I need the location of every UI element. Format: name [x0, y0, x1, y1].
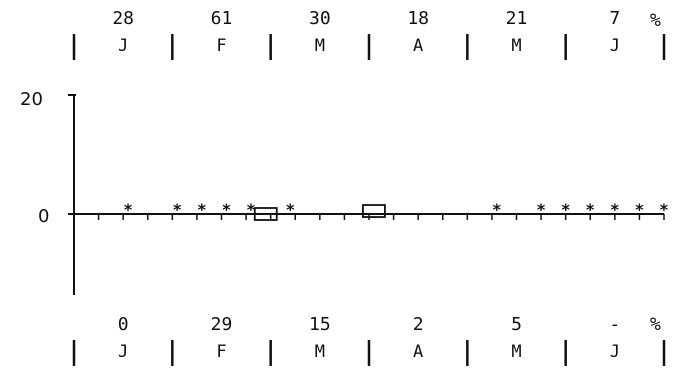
- top-value-5: 7: [609, 8, 620, 29]
- box-markers: [253, 204, 386, 221]
- top-month-4: M: [511, 36, 521, 56]
- star-markers: * * * * * * * * * * * * *: [123, 200, 669, 219]
- star-marker-0: *: [123, 200, 133, 219]
- top-value-0: 28: [112, 8, 134, 29]
- star-marker-7: *: [536, 200, 546, 219]
- plot-area: 20 0 * * * * * * * * * * * * *: [20, 89, 669, 295]
- top-month-5: J: [610, 36, 620, 56]
- bottom-month-1: F: [216, 342, 226, 362]
- star-marker-12: *: [659, 200, 669, 219]
- star-marker-8: *: [561, 200, 571, 219]
- bottom-value-1: 29: [211, 314, 233, 335]
- star-marker-3: *: [222, 200, 232, 219]
- bottom-month-4: M: [511, 342, 521, 362]
- baseline-ticks: [73, 214, 665, 220]
- top-value-1: 61: [211, 8, 233, 29]
- top-value-2: 30: [309, 8, 331, 29]
- bottom-month-3: A: [413, 342, 423, 362]
- star-marker-9: *: [585, 200, 595, 219]
- top-header: 28 61 30 18 21 7 J F M A M J %: [72, 8, 666, 60]
- star-marker-2: *: [197, 200, 207, 219]
- bottom-value-2: 15: [309, 314, 331, 335]
- star-marker-1: *: [172, 200, 182, 219]
- top-month-0: J: [118, 36, 128, 56]
- bottom-value-5: -: [609, 314, 620, 335]
- bottom-month-5: J: [610, 342, 620, 362]
- bottom-header: 0 29 15 2 5 - J F M A M J %: [72, 314, 666, 366]
- top-month-3: A: [413, 36, 423, 56]
- star-marker-11: *: [635, 200, 645, 219]
- bottom-unit-label: %: [650, 314, 661, 335]
- star-marker-6: *: [492, 200, 502, 219]
- top-value-4: 21: [506, 8, 528, 29]
- y-tick-label-20: 20: [20, 89, 43, 110]
- bottom-month-0: J: [118, 342, 128, 362]
- y-tick-label-0: 0: [38, 206, 49, 227]
- top-value-3: 18: [407, 8, 429, 29]
- star-marker-10: *: [610, 200, 620, 219]
- bottom-value-3: 2: [413, 314, 424, 335]
- box-marker-0: [253, 207, 278, 221]
- top-unit-label: %: [650, 10, 661, 31]
- bottom-value-4: 5: [511, 314, 522, 335]
- box-marker-1: [362, 204, 386, 218]
- bottom-month-2: M: [315, 342, 325, 362]
- star-marker-4: *: [246, 200, 256, 219]
- top-month-1: F: [216, 36, 226, 56]
- star-marker-5: *: [286, 200, 296, 219]
- top-month-2: M: [315, 36, 325, 56]
- bottom-value-0: 0: [118, 314, 129, 335]
